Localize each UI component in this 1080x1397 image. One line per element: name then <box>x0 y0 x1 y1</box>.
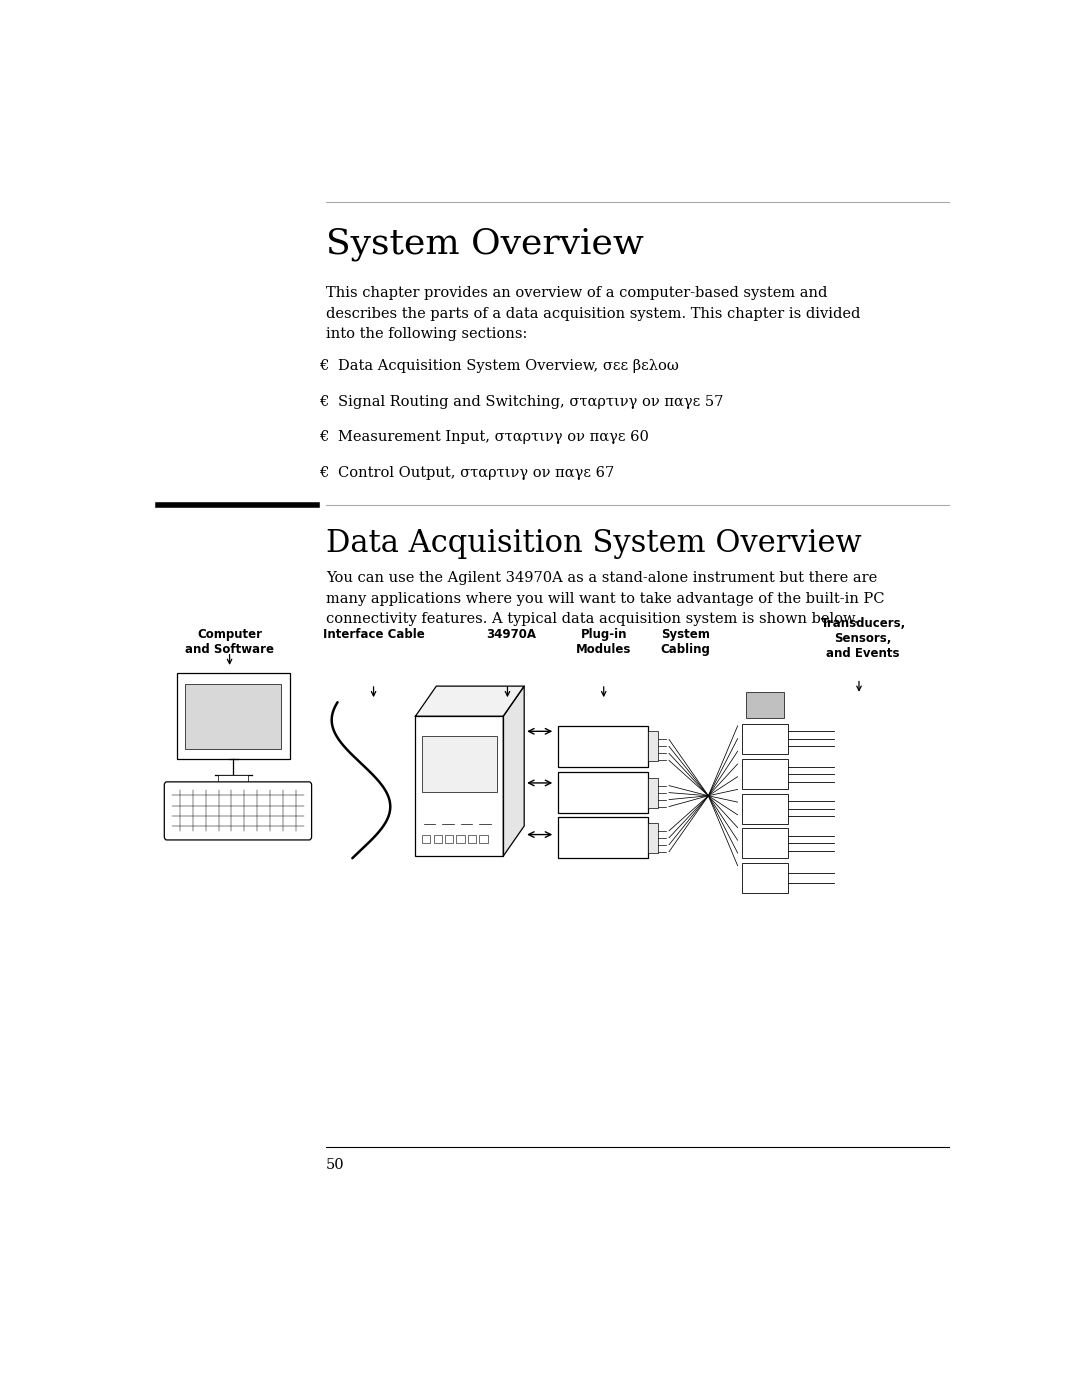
Polygon shape <box>416 686 524 717</box>
Bar <box>480 834 488 844</box>
Bar <box>218 775 248 782</box>
Bar <box>422 736 497 792</box>
Text: You can use the Agilent 34970A as a stand-alone instrument but there are
many ap: You can use the Agilent 34970A as a stan… <box>326 571 885 626</box>
Bar <box>445 834 454 844</box>
Text: 34970A: 34970A <box>487 629 537 641</box>
Text: €: € <box>320 465 328 479</box>
Bar <box>742 862 788 893</box>
Bar <box>648 778 658 807</box>
Bar <box>416 717 503 856</box>
Bar <box>742 828 788 858</box>
Bar <box>433 834 442 844</box>
Text: Signal Routing and Switching, σταρτινγ ον παγε 57: Signal Routing and Switching, σταρτινγ ο… <box>338 394 723 408</box>
Text: This chapter provides an overview of a computer-based system and
describes the p: This chapter provides an overview of a c… <box>326 286 860 341</box>
Text: Transducers,
Sensors,
and Events: Transducers, Sensors, and Events <box>821 617 906 661</box>
Bar <box>557 773 648 813</box>
Text: €: € <box>320 394 328 408</box>
Text: System
Cabling: System Cabling <box>661 629 711 657</box>
Text: €: € <box>320 359 328 373</box>
Bar <box>648 823 658 852</box>
Bar <box>177 673 289 760</box>
Bar <box>648 731 658 761</box>
Text: Plug-in
Modules: Plug-in Modules <box>576 629 632 657</box>
Bar <box>186 685 282 749</box>
Bar <box>742 793 788 824</box>
FancyBboxPatch shape <box>164 782 312 840</box>
Text: Interface Cable: Interface Cable <box>323 629 424 641</box>
Text: €: € <box>320 430 328 444</box>
Bar <box>746 692 784 718</box>
Text: Measurement Input, σταρτινγ ον παγε 60: Measurement Input, σταρτινγ ον παγε 60 <box>338 430 648 444</box>
Bar <box>742 724 788 754</box>
Bar <box>468 834 476 844</box>
Text: Data Acquisition System Overview: Data Acquisition System Overview <box>326 528 862 559</box>
Text: System Overview: System Overview <box>326 226 644 261</box>
Text: Control Output, σταρτινγ ον παγε 67: Control Output, σταρτινγ ον παγε 67 <box>338 465 613 479</box>
Bar <box>557 726 648 767</box>
Bar <box>422 834 431 844</box>
Text: Computer
and Software: Computer and Software <box>185 629 274 657</box>
Bar <box>742 760 788 789</box>
Bar <box>557 817 648 858</box>
Bar <box>457 834 464 844</box>
Text: Data Acquisition System Overview, σεε βελοω: Data Acquisition System Overview, σεε βε… <box>338 359 678 373</box>
Text: 50: 50 <box>326 1158 345 1172</box>
Polygon shape <box>503 686 524 856</box>
